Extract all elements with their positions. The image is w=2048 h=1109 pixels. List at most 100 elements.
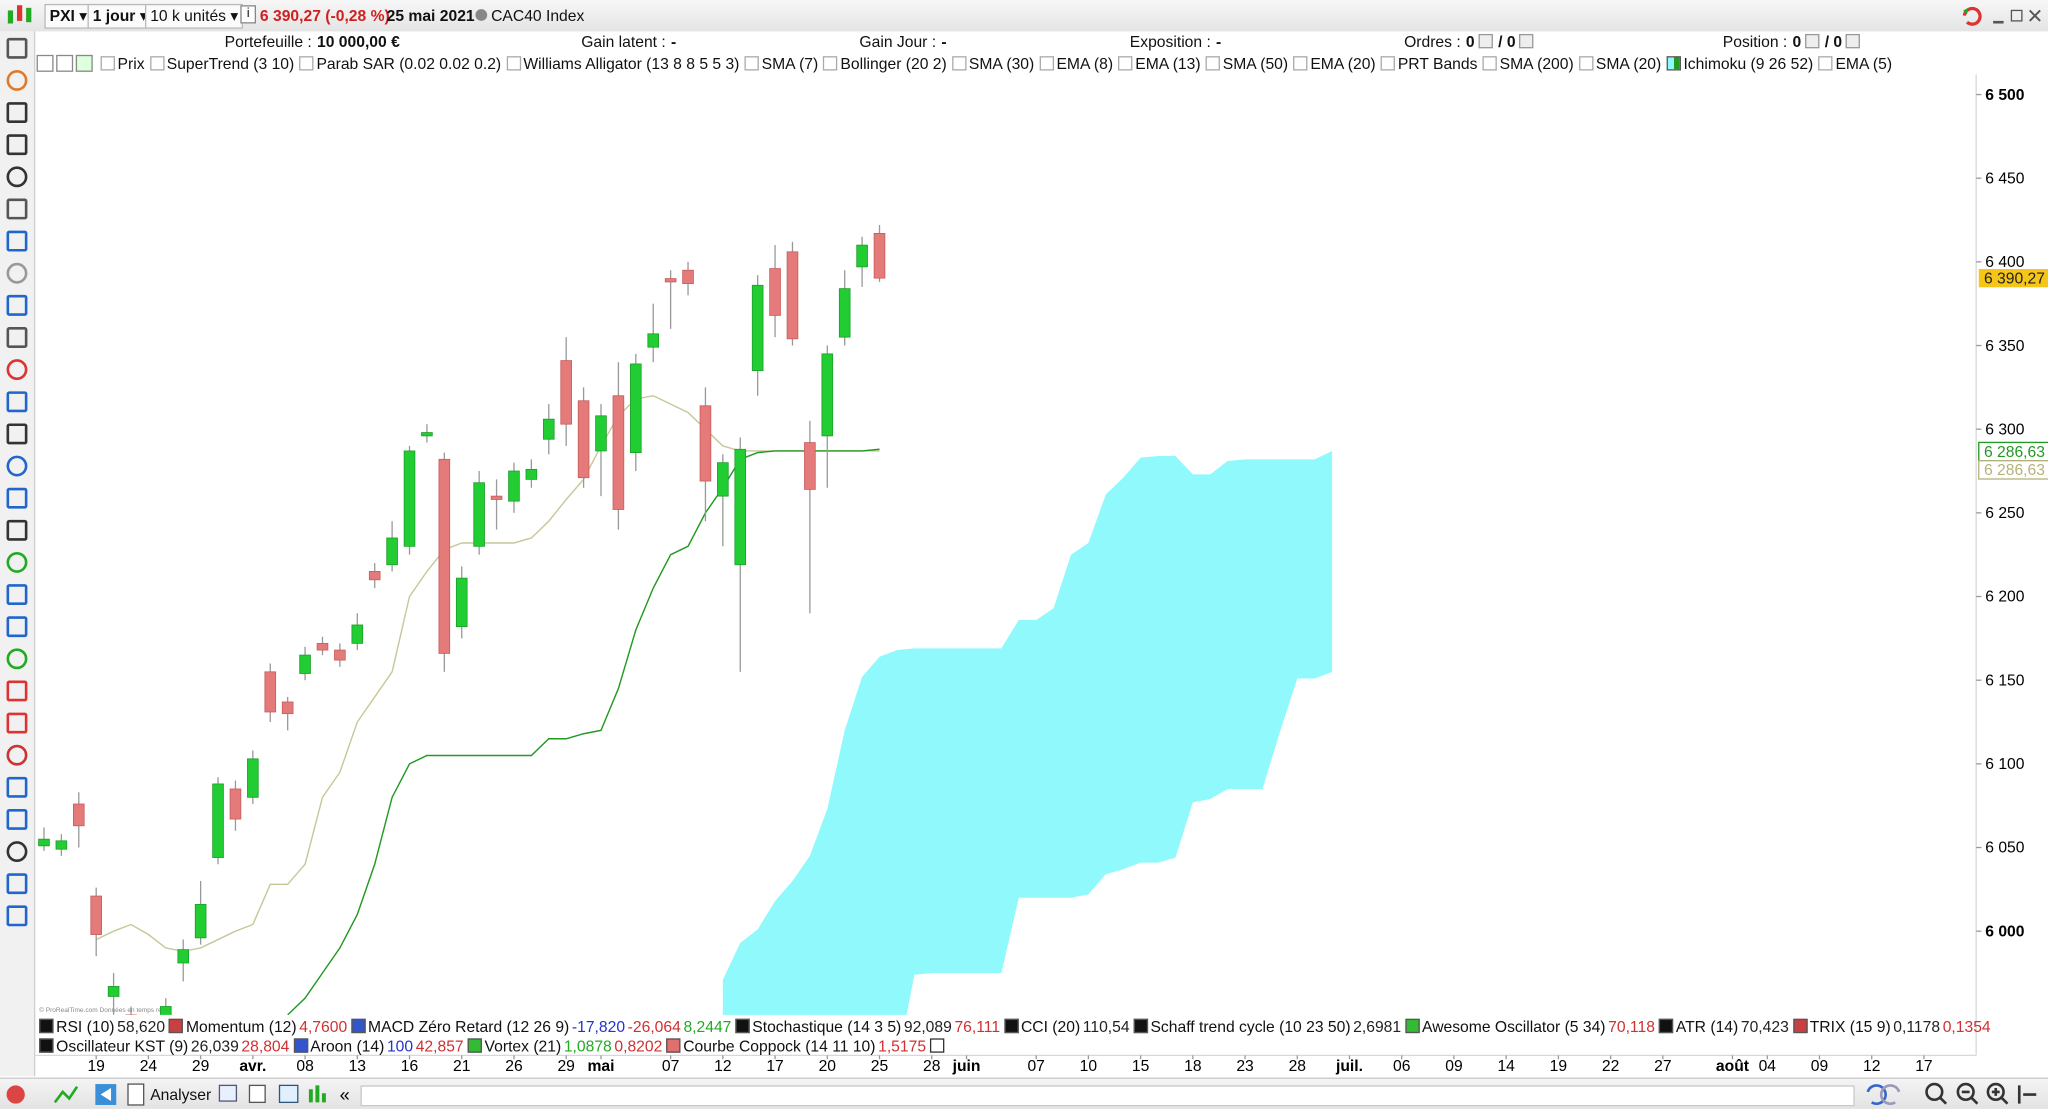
overlay-checkbox[interactable] <box>1205 56 1221 71</box>
indicator-icon[interactable] <box>1658 1018 1674 1034</box>
overlay-checkbox[interactable] <box>1578 56 1594 71</box>
indicator-label[interactable]: Schaff trend cycle (10 23 50) <box>1150 1016 1351 1036</box>
indicator-value: 100 <box>386 1036 414 1055</box>
overlay-checkbox[interactable] <box>1039 56 1054 71</box>
tool-icons[interactable] <box>3 1079 147 1109</box>
candle-body <box>421 432 433 437</box>
indicator-icon[interactable] <box>351 1018 366 1034</box>
overlay-label[interactable]: Parab SAR (0.02 0.02 0.2) <box>316 54 502 73</box>
account-value: / 0 <box>1498 32 1516 51</box>
indicator-label[interactable]: Awesome Oscillator (5 34) <box>1422 1016 1606 1036</box>
indicator-icon[interactable] <box>39 1038 54 1053</box>
overlay-label[interactable]: EMA (5) <box>1835 54 1893 73</box>
indicator-icon[interactable] <box>1133 1018 1148 1034</box>
indicator-label[interactable]: RSI (10) <box>56 1016 115 1036</box>
overlay-checkbox[interactable] <box>506 56 521 71</box>
indicator-icon[interactable] <box>666 1038 681 1053</box>
indicator-label[interactable]: TRIX (15 9) <box>1809 1016 1891 1036</box>
overlay-label[interactable]: SMA (7) <box>761 54 819 73</box>
x-tick-label: mai <box>588 1058 615 1075</box>
copyright: © ProRealTime.com Données en temps réel <box>39 1006 167 1014</box>
indicator-icon[interactable] <box>168 1018 184 1034</box>
price-tag-label: 6 286,63 <box>1984 462 2045 479</box>
scrollbar[interactable] <box>360 1085 1855 1107</box>
order-icon[interactable] <box>1805 33 1820 49</box>
overlay-checkbox[interactable] <box>1380 56 1396 71</box>
candle-body <box>72 803 85 827</box>
overlay-checkbox[interactable] <box>1293 56 1308 71</box>
period-selector[interactable]: 1 jour ▾ <box>87 3 153 29</box>
overlay-checkbox[interactable] <box>744 56 759 71</box>
indicator-label[interactable]: Courbe Coppock (14 11 10) <box>683 1036 876 1055</box>
overlay-label[interactable]: SMA (200) <box>1499 54 1574 73</box>
panel-icons[interactable]: « <box>217 1079 361 1109</box>
overlay-checkbox[interactable] <box>149 56 165 71</box>
candle-body <box>508 470 520 502</box>
overlay-label[interactable]: SMA (30) <box>968 54 1035 73</box>
overlay-label[interactable]: Williams Alligator (13 8 8 5 5 3) <box>523 54 740 73</box>
overlay-label[interactable]: SMA (50) <box>1222 54 1289 73</box>
candle-body <box>316 642 329 651</box>
indicator-line <box>287 448 880 1015</box>
order-icon[interactable] <box>1519 33 1534 49</box>
indicator-label[interactable]: MACD Zéro Retard (12 26 9) <box>368 1016 570 1036</box>
overlay-checkbox[interactable] <box>299 56 314 71</box>
price-tag <box>1978 460 2048 480</box>
indicator-icon[interactable] <box>735 1018 750 1034</box>
order-icon[interactable] <box>1846 33 1861 49</box>
overlay-label[interactable]: Ichimoku (9 26 52) <box>1683 54 1814 73</box>
overlay-checkbox[interactable] <box>1666 56 1681 71</box>
restore-icon[interactable] <box>929 1038 945 1053</box>
overlay-button[interactable] <box>75 54 93 72</box>
indicator-value: 92,089 <box>903 1016 952 1036</box>
overlay-checkbox[interactable] <box>100 56 115 71</box>
indicator-label[interactable]: Stochastique (14 3 5) <box>752 1016 902 1036</box>
overlay-label[interactable]: EMA (20) <box>1310 54 1376 73</box>
account-field: Gain Jour :- <box>859 33 946 51</box>
indicator-label[interactable]: Momentum (12) <box>185 1016 297 1036</box>
info-icon[interactable]: i <box>240 5 256 24</box>
indicator-icon[interactable] <box>1405 1018 1420 1034</box>
y-tick-label: 6 100 <box>1985 756 2024 773</box>
indicator-icon[interactable] <box>39 1018 54 1034</box>
indicator-label[interactable]: Oscillateur KST (9) <box>56 1036 189 1055</box>
indicator-label[interactable]: Vortex (21) <box>484 1036 562 1055</box>
candle-body <box>264 671 277 713</box>
indicator-label[interactable]: CCI (20) <box>1020 1016 1081 1036</box>
indicator-icon[interactable] <box>293 1038 308 1053</box>
window-controls[interactable] <box>1957 0 2048 31</box>
overlay-button[interactable] <box>56 54 74 72</box>
candle-body <box>351 624 364 644</box>
overlay-button[interactable] <box>36 54 54 72</box>
indicator-label[interactable]: ATR (14) <box>1675 1016 1739 1036</box>
overlay-label[interactable]: EMA (13) <box>1135 54 1201 73</box>
x-tick-label: 22 <box>1602 1058 1619 1075</box>
zoom-controls[interactable] <box>1860 1079 2043 1109</box>
indicator-icon[interactable] <box>1792 1018 1808 1034</box>
overlay-label[interactable]: SMA (20) <box>1595 54 1662 73</box>
indicator-label[interactable]: Aroon (14) <box>310 1036 385 1055</box>
candle-body <box>525 468 538 480</box>
indicator-icon[interactable] <box>1003 1018 1019 1034</box>
overlay-checkbox[interactable] <box>951 56 967 71</box>
overlay-checkbox[interactable] <box>1482 56 1498 71</box>
analyse-button[interactable]: Analyser <box>150 1085 212 1104</box>
account-field: Ordres :0 / 0 <box>1404 33 1534 51</box>
candle-body <box>38 838 50 847</box>
overlay-label[interactable]: PRT Bands <box>1397 54 1478 73</box>
overlay-label[interactable]: SuperTrend (3 10) <box>166 54 295 73</box>
overlay-label[interactable]: EMA (8) <box>1056 54 1114 73</box>
account-value: - <box>670 32 677 51</box>
indicator-icon[interactable] <box>467 1038 482 1053</box>
order-icon[interactable] <box>1478 33 1493 49</box>
overlay-checkbox[interactable] <box>823 56 838 71</box>
overlay-label[interactable]: Bollinger (20 2) <box>840 54 947 73</box>
overlay-checkbox[interactable] <box>1818 56 1833 71</box>
indicator-value: 110,54 <box>1082 1016 1130 1036</box>
indicator-value: 8,2447 <box>683 1016 732 1036</box>
units-selector[interactable]: 10 k unités ▾ <box>144 3 244 29</box>
overlay-label[interactable]: Prix <box>117 54 145 73</box>
overlay-checkbox[interactable] <box>1118 56 1133 71</box>
tool-icons[interactable] <box>0 31 34 945</box>
symbol-selector[interactable]: PXI ▾ <box>44 3 93 29</box>
